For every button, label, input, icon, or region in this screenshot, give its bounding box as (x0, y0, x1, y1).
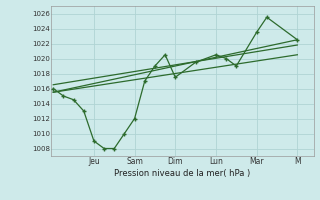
X-axis label: Pression niveau de la mer( hPa ): Pression niveau de la mer( hPa ) (114, 169, 251, 178)
